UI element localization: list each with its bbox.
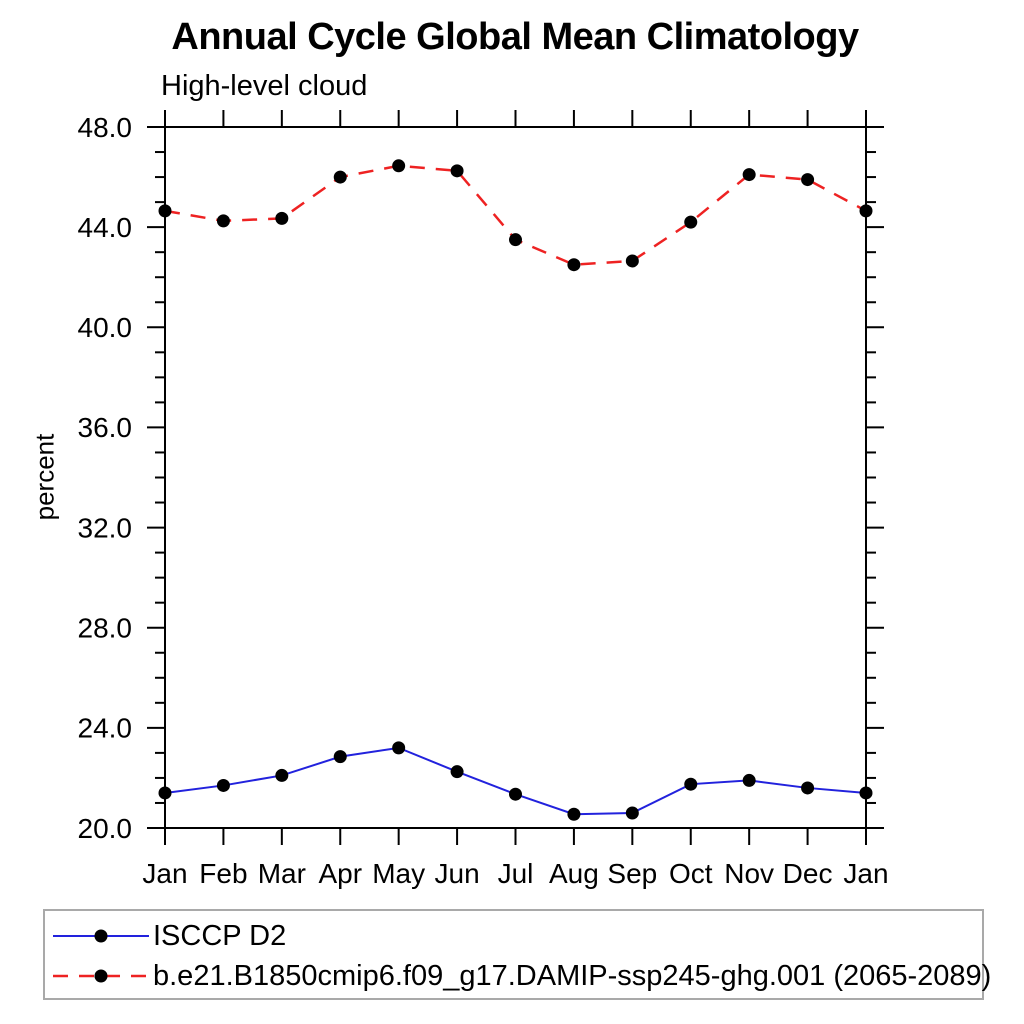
x-tick-label: Jan — [142, 858, 187, 889]
data-point-marker — [216, 778, 230, 792]
data-point-marker — [275, 211, 289, 225]
data-point-marker — [684, 777, 698, 791]
axis-frame — [164, 126, 867, 829]
x-tick-label: Jun — [435, 858, 480, 889]
x-tick-label: Oct — [669, 858, 713, 889]
legend-item-model-run: b.e21.B1850cmip6.f09_g17.DAMIP-ssp245-gh… — [49, 961, 991, 991]
x-axis-labels: Jan Feb Mar Apr May Jun Jul Aug Sep Oct Nov Dec Jan — [142, 858, 888, 889]
y-tick-label: 40.0 — [78, 312, 133, 343]
data-point-marker — [509, 787, 522, 801]
y-axis-ticks — [147, 126, 884, 829]
legend-item-isccp-d2: ISCCP D2 — [49, 921, 286, 951]
data-point-marker — [392, 741, 406, 755]
x-tick-label: Aug — [549, 858, 599, 889]
data-point-marker — [742, 773, 756, 787]
data-point-marker — [158, 204, 172, 218]
data-point-marker — [450, 765, 464, 779]
data-point-marker — [216, 214, 230, 228]
x-tick-label: Jan — [843, 858, 888, 889]
legend-label-isccp-d2: ISCCP D2 — [153, 920, 287, 952]
y-tick-label: 36.0 — [78, 412, 133, 443]
x-tick-label: Apr — [318, 858, 362, 889]
x-tick-label: Feb — [199, 858, 247, 889]
data-point-marker — [625, 254, 639, 268]
data-point-marker — [509, 233, 522, 247]
x-tick-label: Dec — [783, 858, 833, 889]
chart-title: Annual Cycle Global Mean Climatology — [171, 16, 859, 58]
x-tick-label: May — [372, 858, 425, 889]
data-point-marker — [859, 786, 873, 800]
data-point-marker — [567, 807, 581, 821]
data-point-marker — [158, 786, 172, 800]
x-axis-ticks — [164, 110, 867, 845]
data-point-marker — [392, 159, 406, 173]
legend-solid-line-icon — [53, 929, 149, 943]
legend-label-model-run: b.e21.B1850cmip6.f09_g17.DAMIP-ssp245-gh… — [153, 960, 992, 992]
data-point-marker — [801, 173, 815, 187]
data-point-marker — [625, 806, 639, 820]
data-point-marker — [450, 164, 464, 178]
data-point-marker — [275, 768, 289, 782]
data-point-marker — [801, 781, 815, 795]
data-point-marker — [567, 258, 581, 272]
y-tick-label: 44.0 — [78, 212, 133, 243]
series-model-run — [158, 159, 873, 272]
y-tick-label: 32.0 — [78, 512, 133, 543]
series-isccp-d2 — [158, 741, 873, 821]
y-tick-label: 20.0 — [78, 813, 133, 844]
x-tick-label: Jul — [498, 858, 534, 889]
data-point-marker — [333, 170, 347, 184]
data-point-marker — [333, 750, 347, 764]
data-point-marker — [742, 168, 756, 182]
x-tick-label: Nov — [724, 858, 774, 889]
y-tick-label: 28.0 — [78, 613, 133, 644]
y-tick-label: 24.0 — [78, 713, 133, 744]
legend-box: ISCCP D2 b.e21.B1850cmip6.f09_g17.DAMIP-… — [43, 909, 991, 1000]
x-tick-label: Mar — [258, 858, 306, 889]
data-point-marker — [859, 204, 873, 218]
data-point-marker — [684, 215, 698, 229]
chart-subtitle: High-level cloud — [161, 70, 368, 102]
y-axis-tick-labels: 20.0 24.0 28.0 32.0 36.0 40.0 44.0 48.0 — [78, 112, 133, 844]
legend-dashed-line-icon — [53, 969, 149, 983]
y-tick-label: 48.0 — [78, 112, 133, 143]
x-tick-label: Sep — [607, 858, 657, 889]
